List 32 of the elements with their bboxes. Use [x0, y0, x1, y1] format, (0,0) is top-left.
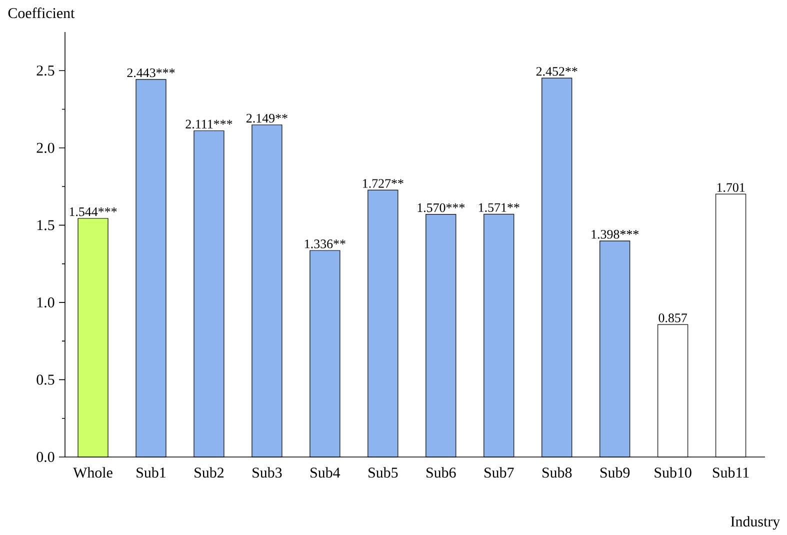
x-tick-label: Sub4 — [310, 467, 340, 478]
y-axis-title: Coefficient — [8, 8, 75, 18]
data-label: 2.111*** — [186, 120, 232, 129]
x-tick-label: Sub11 — [712, 467, 749, 478]
data-label: 0.857 — [658, 314, 688, 322]
y-tick-label: 0.0 — [36, 452, 54, 462]
y-tick-label: 0.5 — [36, 374, 54, 385]
x-tick-label: Whole — [73, 467, 112, 478]
data-label: 1.398*** — [592, 230, 639, 239]
x-tick-label: Sub7 — [484, 467, 514, 478]
data-label: 1.544*** — [70, 207, 117, 216]
y-tick-label: 2.0 — [36, 142, 54, 153]
y-tick-label: 2.5 — [36, 66, 54, 76]
x-tick-label: Sub6 — [426, 467, 456, 478]
x-tick-label: Sub5 — [368, 467, 398, 478]
data-label: 1.701 — [717, 183, 745, 192]
data-label: 2.443*** — [127, 68, 175, 78]
x-tick-label: Sub9 — [600, 467, 630, 478]
data-label: 2.452** — [536, 67, 578, 76]
data-label: 1.570*** — [418, 203, 465, 212]
data-label: 1.727** — [363, 179, 404, 188]
data-label: 2.149** — [246, 114, 288, 123]
x-tick-label: Sub10 — [654, 467, 692, 478]
data-label: 1.571** — [478, 203, 520, 212]
x-axis-title: Industry — [730, 516, 780, 530]
x-tick-label: Sub8 — [542, 467, 572, 478]
y-tick-label: 1.5 — [37, 220, 54, 230]
y-tick-label: 1.0 — [37, 297, 54, 308]
x-tick-label: Sub3 — [252, 467, 282, 478]
x-tick-label: Sub2 — [194, 467, 224, 478]
data-label: 1.336** — [305, 240, 346, 248]
x-tick-label: Sub1 — [136, 467, 166, 478]
